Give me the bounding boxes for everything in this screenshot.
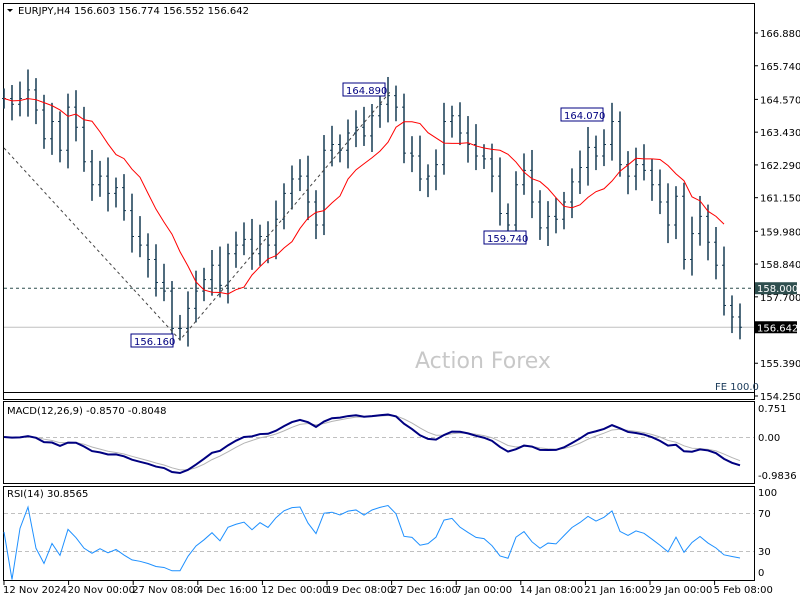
time-tick-label: 5 Feb 08:00 — [714, 585, 773, 596]
rsi-tick: 100 — [758, 488, 777, 499]
fe-label: FE 100.0 — [715, 382, 759, 393]
price-tick-label: 166.880 — [760, 29, 800, 40]
price-annotation-box — [130, 333, 174, 348]
time-tick-label: 21 Jan 16:00 — [584, 585, 647, 596]
watermark: Action Forex — [415, 349, 551, 374]
price-tick-label: 161.150 — [760, 194, 800, 205]
macd-line — [3, 413, 741, 475]
time-tick-label: 4 Dec 16:00 — [197, 585, 258, 596]
price-annotation-box — [342, 82, 386, 97]
price-panel — [3, 3, 755, 400]
fibo-trend-line — [3, 91, 391, 341]
macd-title: MACD(12,26,9) -0.8570 -0.8048 — [7, 406, 167, 417]
price-tick-label: 155.390 — [760, 359, 800, 370]
time-tick-label: 14 Jan 08:00 — [520, 585, 583, 596]
price-tick-label: 158.840 — [760, 260, 800, 271]
time-tick-label: 20 Nov 00:00 — [68, 585, 135, 596]
current-price-badge — [755, 321, 797, 334]
time-tick-label: 12 Nov 2024 — [3, 585, 67, 596]
symbol-title: EURJPY,H4 — [18, 6, 71, 17]
macd-signal-line — [3, 414, 741, 471]
price-annotation-box — [483, 230, 527, 245]
time-tick-label: 19 Dec 08:00 — [326, 585, 393, 596]
macd-tick: 0.00 — [758, 433, 780, 444]
macd-tick: -0.9836 — [758, 471, 797, 482]
price-annotation-box — [560, 107, 604, 122]
ohlc-readout: 156.603 156.774 156.552 156.642 — [74, 6, 249, 17]
level-158-badge — [755, 282, 797, 295]
dropdown-triangle-icon[interactable] — [7, 9, 13, 12]
price-annotation-label: 164.890 — [346, 86, 387, 97]
rsi-title: RSI(14) 30.8565 — [7, 489, 88, 500]
price-tick-label: 159.980 — [760, 227, 800, 238]
rsi-tick: 70 — [758, 509, 771, 520]
level-158-label: 158.000 — [757, 284, 798, 295]
macd-tick: 0.751 — [758, 404, 787, 415]
moving-average-line — [3, 98, 725, 295]
price-bars — [2, 69, 742, 347]
time-tick-label: 12 Dec 00:00 — [261, 585, 328, 596]
rsi-tick: 30 — [758, 547, 771, 558]
price-annotation-label: 159.740 — [487, 234, 528, 245]
price-tick-label: 162.290 — [760, 161, 800, 172]
time-tick-label: 27 Dec 16:00 — [391, 585, 458, 596]
price-tick-label: 163.430 — [760, 128, 800, 139]
current-price-label: 156.642 — [757, 323, 798, 334]
time-tick-label: 7 Jan 00:00 — [455, 585, 512, 596]
rsi-line — [3, 504, 741, 580]
time-tick-label: 27 Nov 08:00 — [132, 585, 199, 596]
time-tick-label: 29 Jan 00:00 — [649, 585, 712, 596]
price-tick-label: 154.250 — [760, 392, 800, 403]
price-tick-label: 157.700 — [760, 293, 800, 304]
rsi-tick: 0 — [758, 568, 764, 579]
price-annotation-label: 164.070 — [564, 111, 605, 122]
price-annotation-label: 156.160 — [134, 337, 175, 348]
price-tick-label: 164.570 — [760, 95, 800, 106]
rsi-panel — [3, 486, 755, 581]
macd-panel — [3, 401, 755, 484]
price-tick-label: 165.740 — [760, 62, 800, 73]
